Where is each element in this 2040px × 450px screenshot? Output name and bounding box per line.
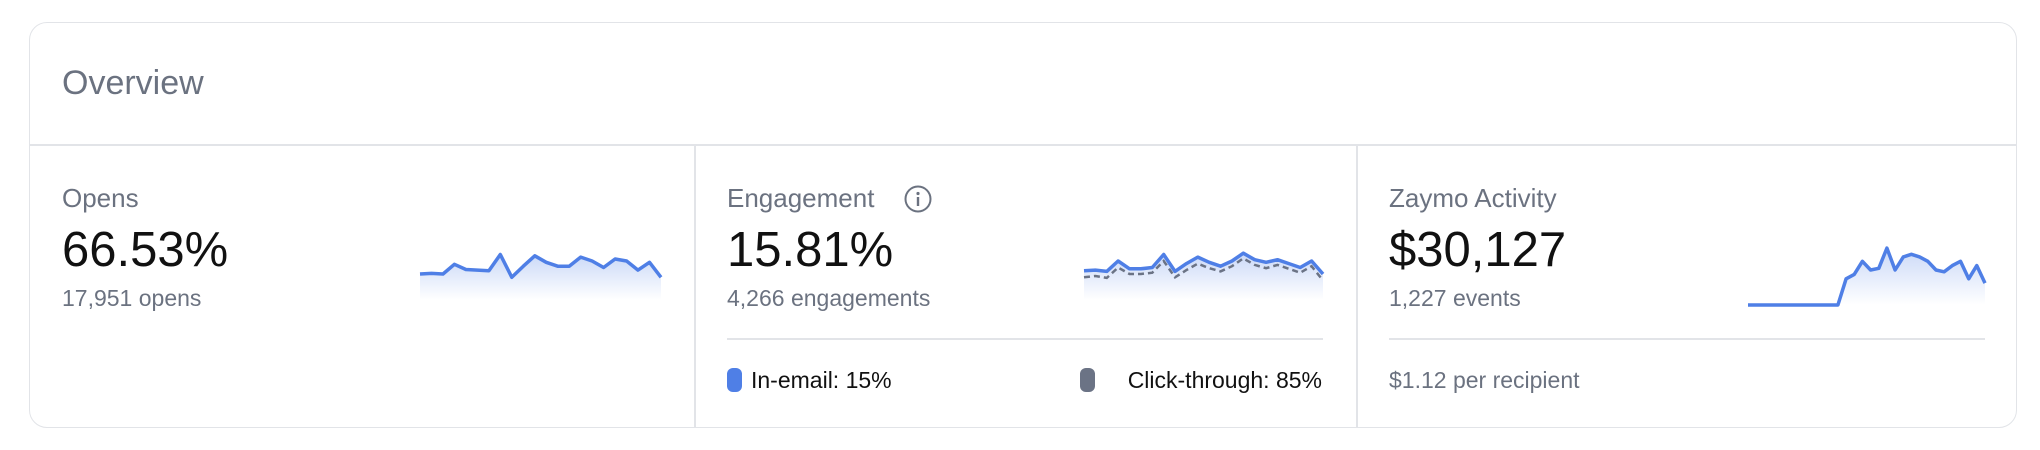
sparkline bbox=[1083, 251, 1325, 300]
sparkline-line bbox=[1083, 251, 1325, 276]
sparkline bbox=[419, 252, 663, 300]
metric-label: Opens bbox=[62, 183, 139, 213]
legend-label: In-email: 15% bbox=[751, 367, 892, 393]
divider bbox=[29, 144, 2017, 146]
sparkline-line bbox=[419, 252, 663, 280]
card-title: Overview bbox=[62, 64, 204, 102]
metric-value: 66.53% bbox=[62, 223, 229, 277]
separator bbox=[727, 338, 1323, 340]
metric-label: Zaymo Activity bbox=[1389, 183, 1557, 213]
legend-swatch bbox=[1080, 368, 1095, 392]
divider bbox=[1356, 145, 1358, 428]
metric-value: $30,127 bbox=[1389, 223, 1567, 277]
sparkline-line-secondary bbox=[1083, 256, 1324, 282]
metric-footer: $1.12 per recipient bbox=[1389, 367, 1580, 393]
sparkline-area bbox=[1748, 248, 1985, 305]
legend-label: Click-through: 85% bbox=[1127, 367, 1322, 393]
metric-value: 15.81% bbox=[727, 223, 894, 277]
metric-label: Engagement bbox=[727, 183, 875, 213]
separator bbox=[1389, 338, 1985, 340]
metric-detail: 4,266 engagements bbox=[727, 285, 931, 311]
sparkline bbox=[1748, 246, 1987, 307]
overview-card bbox=[29, 22, 2017, 428]
sparkline-area bbox=[420, 254, 661, 300]
sparkline-area bbox=[1084, 253, 1323, 300]
metric-detail: 1,227 events bbox=[1389, 285, 1521, 311]
divider bbox=[694, 145, 696, 428]
legend-swatch bbox=[727, 368, 742, 392]
metric-detail: 17,951 opens bbox=[62, 285, 202, 311]
info-icon[interactable] bbox=[903, 184, 933, 214]
sparkline-line bbox=[1748, 246, 1987, 307]
